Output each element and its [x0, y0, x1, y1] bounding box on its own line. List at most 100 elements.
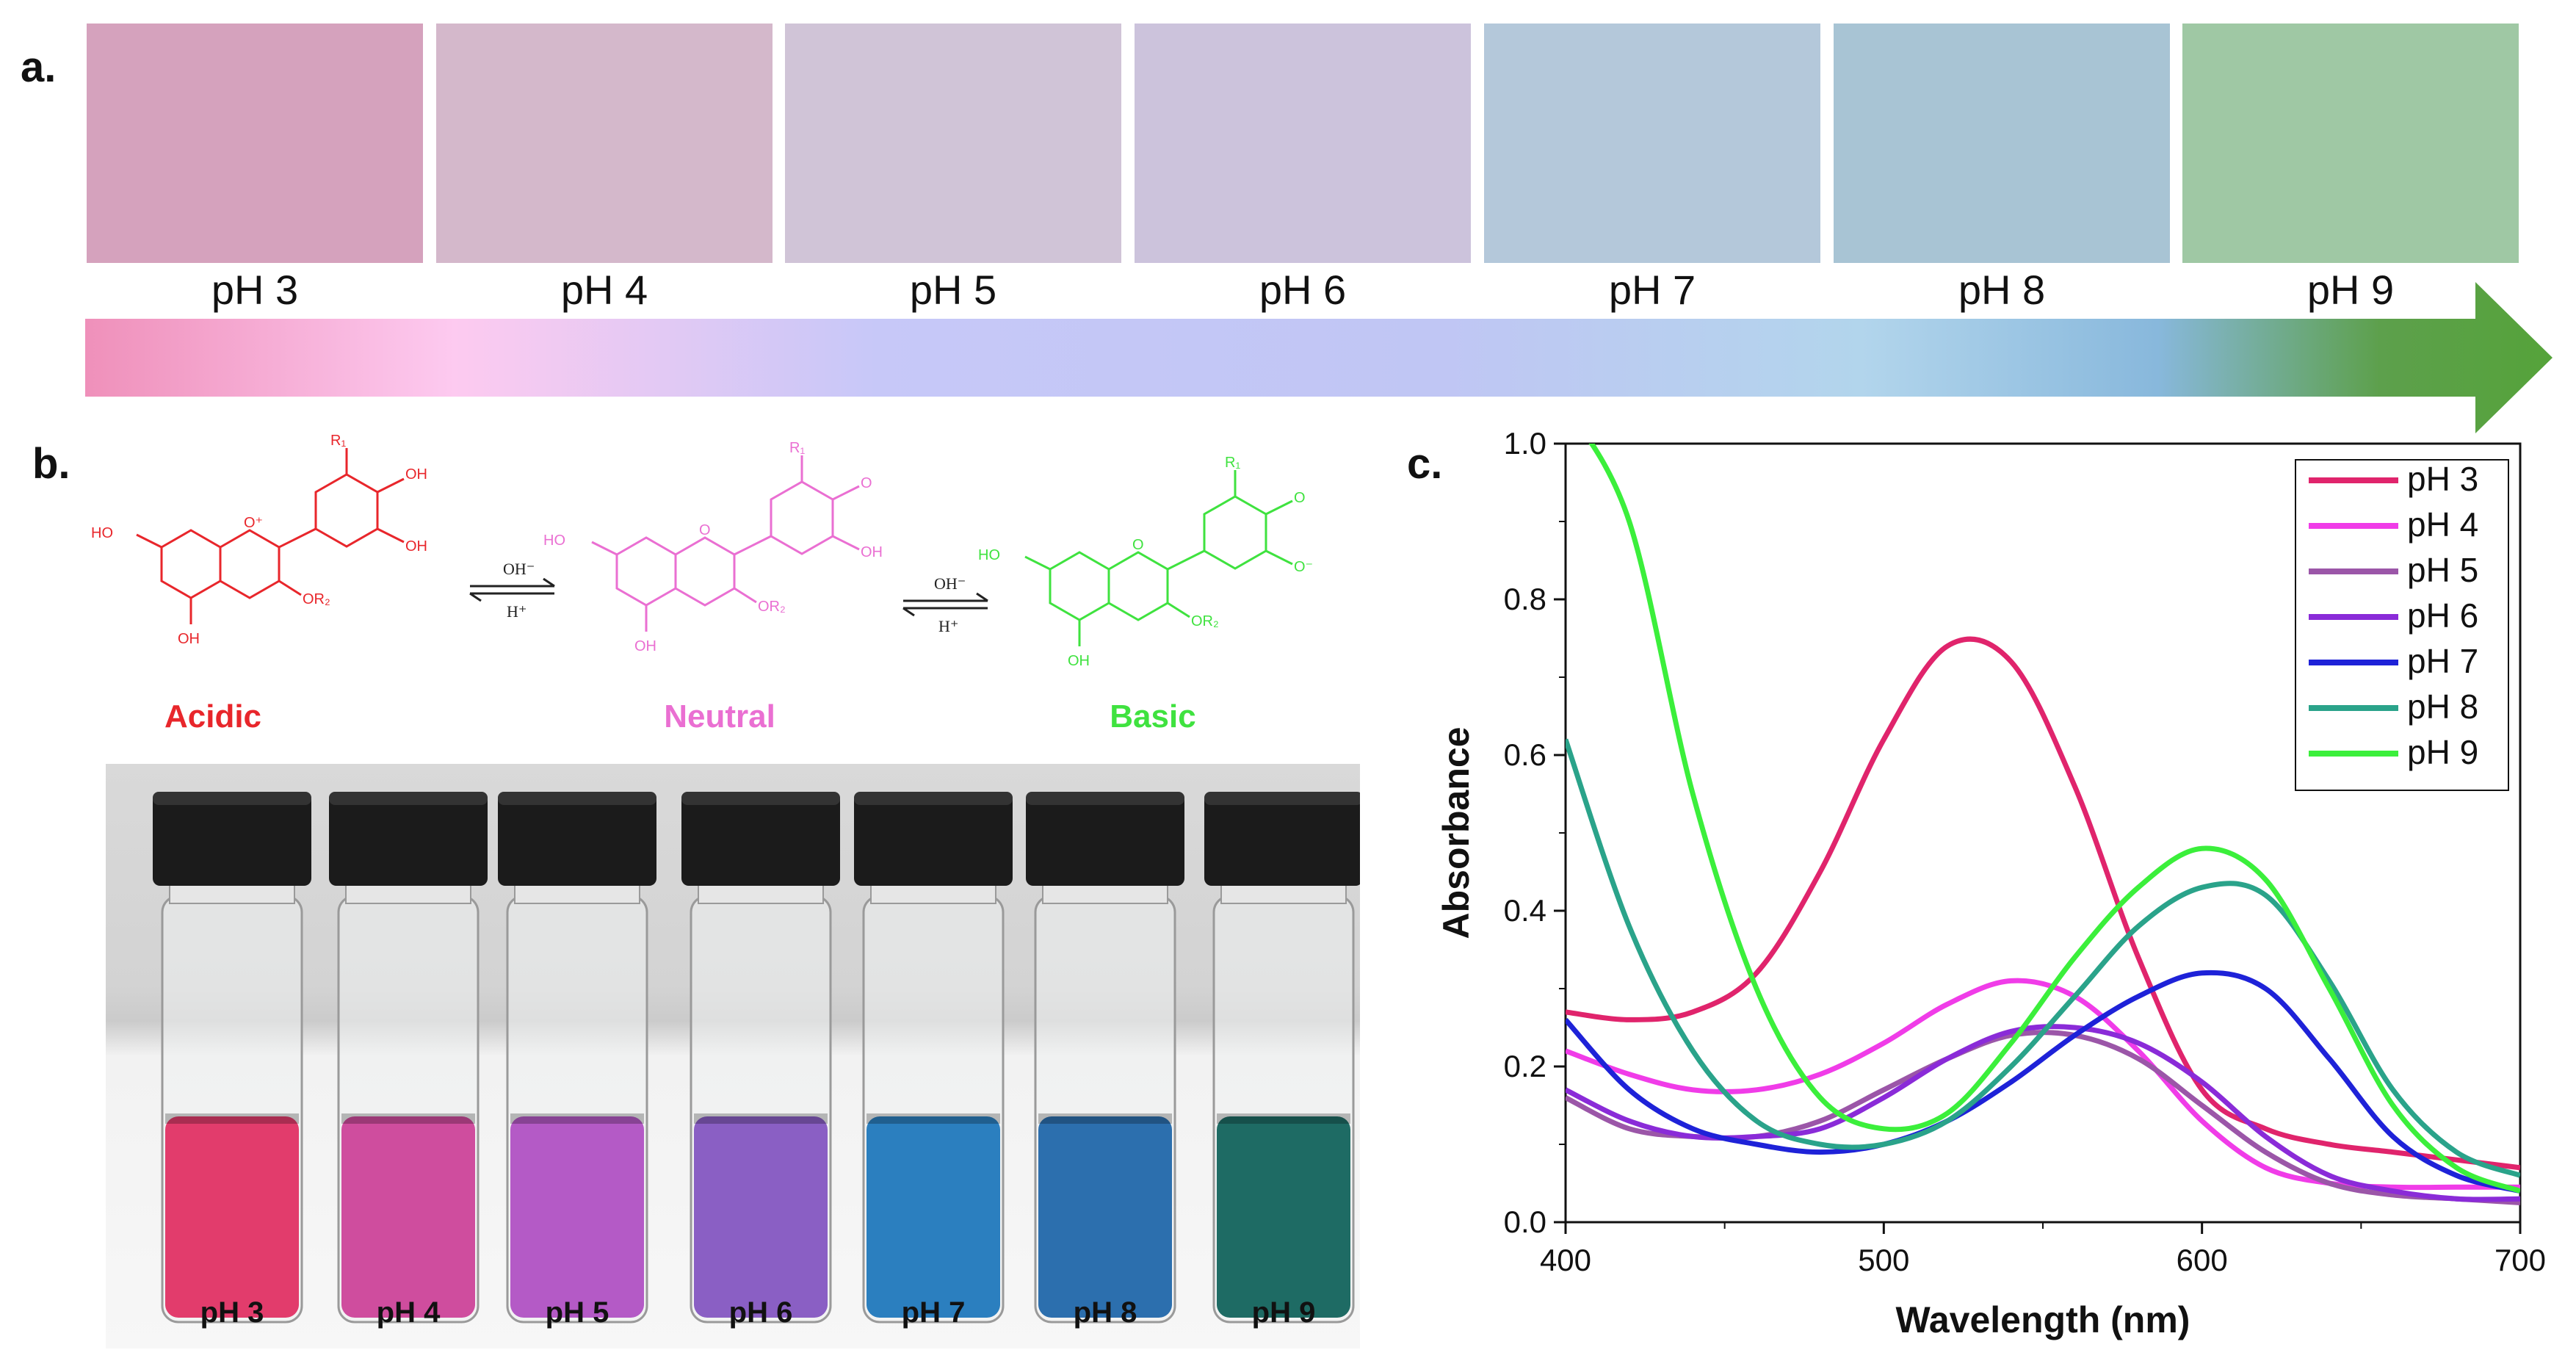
y-tick-label: 0.8 [1504, 582, 1546, 616]
ph-swatch-label: pH 3 [211, 267, 299, 313]
x-tick-label: 700 [2494, 1243, 2546, 1277]
svg-text:O: O [861, 475, 872, 491]
structure-acidic [136, 448, 405, 624]
vial [329, 792, 488, 1324]
ph-swatch-label: pH 6 [1259, 267, 1347, 313]
legend-label: pH 7 [2407, 642, 2478, 680]
vial-liquid [694, 1116, 828, 1318]
vial-label: pH 5 [545, 1296, 609, 1329]
svg-text:R₁: R₁ [330, 433, 346, 449]
svg-text:O⁻: O⁻ [1294, 559, 1313, 575]
legend-box [2295, 459, 2509, 791]
vial-label: pH 6 [728, 1296, 793, 1329]
vial-label: pH 9 [1251, 1296, 1316, 1329]
vial-cap [681, 792, 840, 886]
ph-swatch [1135, 24, 1471, 263]
svg-text:OH⁻: OH⁻ [503, 560, 535, 578]
series-line-ph6 [1566, 1024, 2520, 1202]
legend-label: pH 3 [2407, 460, 2478, 498]
ph-swatch [1484, 24, 1820, 263]
vial-cap [854, 792, 1013, 886]
svg-text:O⁺: O⁺ [244, 515, 263, 531]
ph-swatch-label: pH 9 [2307, 267, 2395, 313]
vial [854, 792, 1013, 1324]
svg-text:OH: OH [405, 538, 427, 555]
panel-a-label: a. [21, 43, 57, 91]
svg-text:OR₂: OR₂ [303, 591, 330, 607]
ph-swatch-label: pH 4 [560, 267, 648, 313]
ph-swatch-label: pH 5 [909, 267, 997, 313]
acidic-label: Acidic [164, 698, 261, 734]
svg-text:OH: OH [405, 466, 427, 483]
svg-text:OH: OH [178, 631, 200, 647]
series-line-ph9 [1588, 444, 2520, 1194]
series-line-ph7 [1566, 970, 2520, 1194]
vial-cap [498, 792, 656, 886]
svg-text:R₁: R₁ [789, 440, 805, 456]
y-tick-label: 0.0 [1504, 1205, 1546, 1239]
y-tick-label: 1.0 [1504, 426, 1546, 461]
svg-text:OR₂: OR₂ [758, 599, 786, 615]
svg-text:H⁺: H⁺ [507, 602, 527, 621]
series-line-ph8 [1566, 738, 2520, 1178]
series-group [1566, 444, 2520, 1205]
vial-liquid [165, 1116, 299, 1318]
ph-swatch [1834, 24, 2170, 263]
series-line-ph3 [1566, 636, 2520, 1171]
svg-text:HO: HO [543, 533, 565, 549]
legend-label: pH 9 [2407, 733, 2478, 771]
vial-cap [153, 792, 311, 886]
vial [1026, 792, 1184, 1324]
vial [153, 792, 311, 1324]
svg-text:O: O [1294, 490, 1306, 506]
vial-liquid [510, 1116, 644, 1318]
svg-text:OH⁻: OH⁻ [934, 574, 966, 593]
ph-swatch [436, 24, 773, 263]
vial-label: pH 3 [200, 1296, 264, 1329]
y-tick-label: 0.2 [1504, 1049, 1546, 1083]
ph-swatch [87, 24, 423, 263]
vial-label: pH 7 [901, 1296, 966, 1329]
basic-label: Basic [1110, 698, 1195, 734]
ph-swatch [785, 24, 1121, 263]
svg-text:H⁺: H⁺ [938, 617, 959, 635]
legend-label: pH 6 [2407, 596, 2478, 635]
ph-gradient-arrow [85, 282, 2553, 433]
vial-cap [1204, 792, 1360, 886]
legend-label: pH 4 [2407, 505, 2478, 544]
vial [1204, 792, 1360, 1324]
vial-cap [1026, 792, 1184, 886]
vial-label: pH 4 [376, 1296, 441, 1329]
vials [153, 792, 1360, 1324]
ph-swatch [2182, 24, 2519, 263]
x-tick-label: 600 [2177, 1243, 2228, 1277]
svg-text:OR₂: OR₂ [1191, 613, 1219, 629]
x-tick-label: 500 [1858, 1243, 1909, 1277]
vial [681, 792, 840, 1324]
ph-swatch-label: pH 7 [1608, 267, 1696, 313]
vial-liquid [1038, 1116, 1172, 1318]
svg-text:HO: HO [91, 525, 113, 541]
svg-text:OH: OH [634, 638, 656, 654]
svg-text:O: O [1132, 537, 1144, 553]
neutral-label: Neutral [664, 698, 775, 734]
svg-text:HO: HO [978, 547, 1000, 563]
absorbance-chart: 400 500 600 700 0.0 0.2 0.4 0.6 0.8 1.0 Wavelength… [1436, 426, 2546, 1340]
vial-liquid [341, 1116, 475, 1318]
vial-liquid [1217, 1116, 1350, 1318]
panel-b-label: b. [32, 440, 70, 488]
y-axis-label: Absorbance [1436, 727, 1477, 939]
x-tick-label: 400 [1540, 1243, 1591, 1277]
svg-text:R₁: R₁ [1225, 455, 1240, 471]
panel-c-label: c. [1407, 440, 1443, 488]
x-axis-label: Wavelength (nm) [1896, 1299, 2190, 1340]
svg-text:OH: OH [861, 544, 883, 560]
vial-cap [329, 792, 488, 886]
legend-label: pH 5 [2407, 551, 2478, 589]
vial [498, 792, 656, 1324]
y-tick-label: 0.6 [1504, 737, 1546, 772]
anthocyanin-structures: R₁ OH OH HO O⁺ OH OR₂ Acidic OH⁻ H⁺ R₁ O… [91, 433, 1313, 734]
svg-text:OH: OH [1068, 653, 1090, 669]
svg-text:O: O [699, 522, 711, 538]
ph-swatch-label: pH 8 [1958, 267, 2046, 313]
